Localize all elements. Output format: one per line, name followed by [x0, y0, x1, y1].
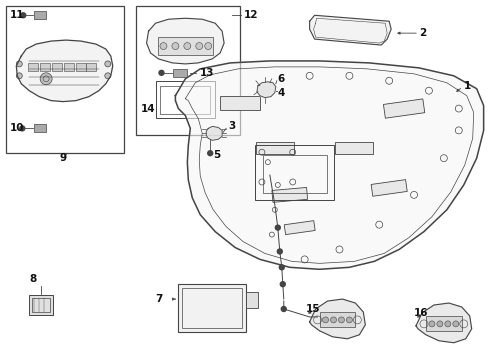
Bar: [426, 316, 462, 331]
Text: 4: 4: [278, 88, 285, 98]
Circle shape: [16, 73, 22, 79]
Polygon shape: [206, 126, 222, 140]
Text: 5: 5: [213, 150, 220, 160]
Circle shape: [275, 225, 280, 230]
Text: 11: 11: [9, 10, 24, 20]
Text: 7: 7: [155, 294, 163, 304]
Circle shape: [280, 282, 285, 287]
Circle shape: [196, 42, 203, 50]
Circle shape: [40, 73, 52, 85]
Bar: [272, 188, 308, 202]
Text: 16: 16: [414, 308, 429, 318]
Circle shape: [21, 13, 26, 18]
Circle shape: [20, 126, 25, 131]
Text: 15: 15: [306, 304, 320, 314]
Bar: [255, 145, 335, 200]
Bar: [384, 99, 425, 118]
Bar: [136, 6, 240, 135]
Polygon shape: [147, 18, 224, 64]
Bar: [52, 63, 62, 71]
Circle shape: [429, 321, 435, 327]
Bar: [64, 63, 74, 71]
Circle shape: [205, 42, 212, 50]
Circle shape: [281, 306, 286, 311]
Circle shape: [322, 317, 328, 323]
Text: 10: 10: [9, 123, 24, 134]
Circle shape: [445, 321, 451, 327]
Polygon shape: [416, 303, 472, 343]
Circle shape: [172, 42, 179, 50]
Bar: [32, 298, 50, 312]
Bar: [173, 69, 187, 77]
Bar: [336, 142, 373, 154]
Circle shape: [105, 61, 111, 67]
Circle shape: [277, 249, 282, 254]
Polygon shape: [310, 15, 391, 45]
Bar: [161, 86, 210, 113]
Circle shape: [208, 151, 213, 156]
Polygon shape: [257, 82, 276, 98]
Bar: [263, 155, 326, 193]
Text: 1: 1: [464, 81, 471, 91]
Bar: [29, 295, 53, 315]
Circle shape: [16, 61, 22, 67]
Bar: [40, 63, 50, 71]
Text: 2: 2: [419, 28, 426, 38]
Circle shape: [339, 317, 344, 323]
Bar: [158, 37, 213, 55]
Circle shape: [331, 317, 337, 323]
Circle shape: [279, 265, 284, 270]
Polygon shape: [310, 299, 366, 339]
Text: 9: 9: [59, 153, 66, 163]
Bar: [182, 288, 242, 328]
Bar: [371, 180, 407, 196]
Circle shape: [453, 321, 459, 327]
Bar: [246, 292, 258, 308]
Polygon shape: [16, 40, 113, 102]
Circle shape: [159, 70, 164, 75]
Circle shape: [160, 42, 167, 50]
Circle shape: [346, 317, 352, 323]
Text: 13: 13: [200, 68, 215, 78]
Bar: [28, 63, 38, 71]
Polygon shape: [175, 61, 484, 269]
Text: 12: 12: [244, 10, 259, 20]
Bar: [178, 284, 246, 332]
Bar: [284, 221, 315, 235]
Circle shape: [184, 42, 191, 50]
Text: 6: 6: [278, 74, 285, 84]
Bar: [220, 96, 260, 109]
Bar: [34, 11, 46, 19]
Text: 14: 14: [141, 104, 155, 113]
Text: 3: 3: [228, 121, 235, 131]
Bar: [319, 312, 355, 327]
Circle shape: [437, 321, 443, 327]
Bar: [6, 6, 123, 153]
Bar: [256, 142, 294, 154]
Bar: [155, 81, 215, 118]
Bar: [34, 125, 46, 132]
Circle shape: [105, 73, 111, 79]
Text: 8: 8: [29, 274, 36, 284]
Bar: [86, 63, 96, 71]
Bar: [76, 63, 86, 71]
